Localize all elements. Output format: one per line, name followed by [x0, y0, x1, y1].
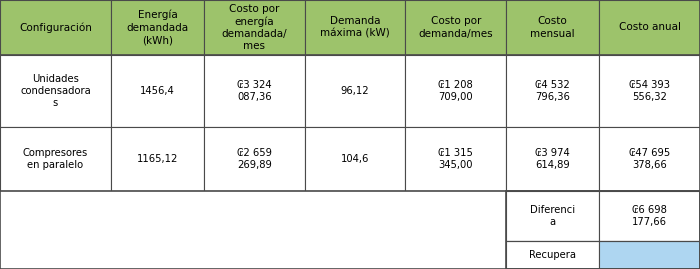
Bar: [111, 241, 204, 269]
Bar: [304, 55, 405, 127]
Bar: [506, 0, 599, 55]
Bar: [111, 191, 204, 241]
Text: ₢3 324
087,36: ₢3 324 087,36: [237, 80, 272, 102]
Text: ₢47 695
378,66: ₢47 695 378,66: [629, 148, 671, 170]
Bar: [506, 191, 599, 241]
Bar: [599, 55, 700, 127]
Text: 96,12: 96,12: [341, 86, 370, 96]
Text: ₢3 974
614,89: ₢3 974 614,89: [536, 148, 570, 170]
Bar: [405, 241, 506, 269]
Text: ₢6 698
177,66: ₢6 698 177,66: [632, 205, 667, 227]
Bar: [204, 241, 304, 269]
Bar: [304, 241, 405, 269]
Text: Compresores
en paralelo: Compresores en paralelo: [23, 148, 88, 170]
Bar: [599, 0, 700, 55]
Bar: [506, 55, 599, 127]
Text: Energía
demandada
(kWh): Energía demandada (kWh): [127, 10, 188, 45]
Text: Costo por
demanda/mes: Costo por demanda/mes: [419, 16, 493, 39]
Bar: [304, 127, 405, 191]
Bar: [304, 191, 405, 241]
Text: Costo
mensual: Costo mensual: [531, 16, 575, 39]
Text: ₢54 393
556,32: ₢54 393 556,32: [629, 80, 670, 102]
Text: 104,6: 104,6: [341, 154, 370, 164]
Bar: [0, 127, 111, 191]
Text: Demanda
máxima (kW): Demanda máxima (kW): [320, 16, 390, 39]
Bar: [405, 55, 506, 127]
Bar: [405, 0, 506, 55]
Text: Costo anual: Costo anual: [619, 22, 680, 33]
Bar: [304, 0, 405, 55]
Bar: [506, 127, 599, 191]
Bar: [0, 0, 111, 55]
Bar: [0, 55, 111, 127]
Text: Recupera: Recupera: [529, 250, 576, 260]
Bar: [204, 0, 304, 55]
Bar: [405, 191, 506, 241]
Bar: [0, 241, 111, 269]
Text: Costo por
energía
demandada/
mes: Costo por energía demandada/ mes: [222, 3, 287, 51]
Bar: [405, 127, 506, 191]
Text: ₢2 659
269,89: ₢2 659 269,89: [237, 148, 272, 170]
Bar: [599, 241, 700, 269]
Bar: [111, 127, 204, 191]
Text: ₢4 532
796,36: ₢4 532 796,36: [536, 80, 570, 102]
Text: 1165,12: 1165,12: [136, 154, 178, 164]
Bar: [599, 191, 700, 241]
Bar: [204, 55, 304, 127]
Bar: [0, 191, 111, 241]
Bar: [111, 55, 204, 127]
Bar: [204, 127, 304, 191]
Bar: [506, 241, 599, 269]
Text: ₢1 315
345,00: ₢1 315 345,00: [438, 148, 473, 170]
Bar: [111, 0, 204, 55]
Text: 1456,4: 1456,4: [140, 86, 175, 96]
Text: Diferenci
a: Diferenci a: [530, 205, 575, 227]
Bar: [204, 191, 304, 241]
Text: Unidades
condensadora
s: Unidades condensadora s: [20, 73, 91, 108]
Bar: [599, 127, 700, 191]
Bar: [506, 191, 700, 269]
Text: Configuración: Configuración: [19, 22, 92, 33]
Text: ₢1 208
709,00: ₢1 208 709,00: [438, 80, 473, 102]
